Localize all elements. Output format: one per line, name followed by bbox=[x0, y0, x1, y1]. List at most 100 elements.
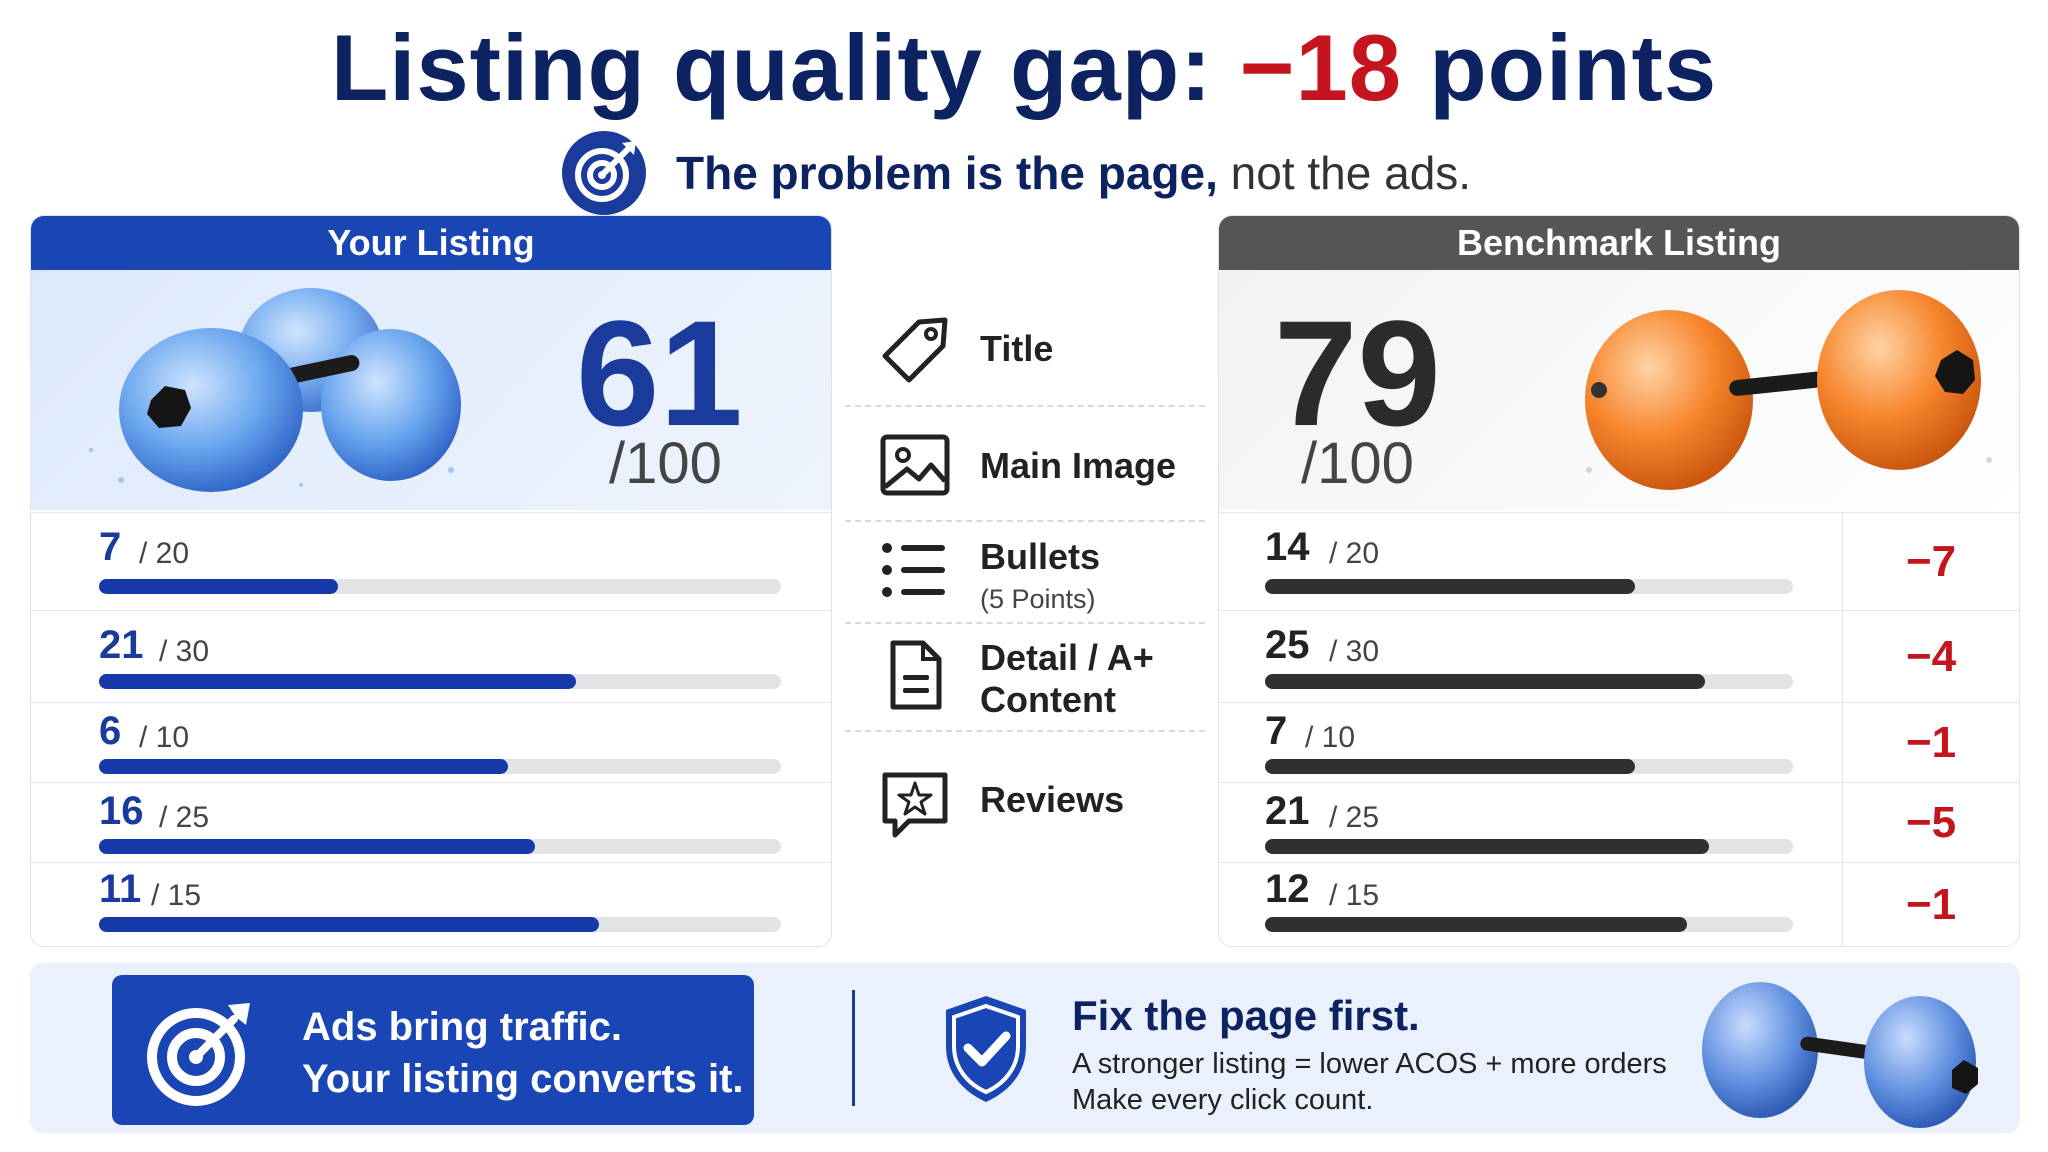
score-value: 6 bbox=[99, 709, 122, 753]
blue-dumbbell-image bbox=[89, 288, 461, 492]
category-label: Title bbox=[980, 328, 1054, 369]
category-note: (5 Points) bbox=[980, 584, 1096, 614]
score-bar-fill bbox=[99, 579, 338, 594]
score-bar-track bbox=[1265, 674, 1793, 689]
your-row-reviews: 11 / 15 bbox=[31, 862, 831, 946]
delta-value: −5 bbox=[1842, 783, 2019, 863]
score-bar-track bbox=[1265, 917, 1793, 932]
score-bar-track bbox=[99, 759, 781, 774]
fix-line-2: Make every click count. bbox=[1072, 1084, 1374, 1116]
score-value: 7 bbox=[1265, 709, 1288, 753]
score-max: / 15 bbox=[151, 879, 202, 912]
cta-text: Ads bring traffic. Your listing converts… bbox=[302, 1001, 744, 1105]
category-label: Main Image bbox=[980, 445, 1177, 486]
cta-line-1: Ads bring traffic. bbox=[302, 1005, 623, 1049]
divider bbox=[845, 622, 1205, 624]
tag-icon bbox=[882, 317, 948, 383]
page-title: Listing quality gap: −18 points bbox=[0, 14, 2048, 122]
score-max: / 30 bbox=[1329, 635, 1380, 668]
your-score-denominator: /100 bbox=[609, 431, 722, 496]
score-bar-fill bbox=[1265, 917, 1688, 932]
score-value: 12 bbox=[1265, 867, 1310, 911]
benchmark-row-detail: 21 / 25 −5 bbox=[1219, 782, 2019, 863]
delta-value: −1 bbox=[1842, 703, 2019, 783]
target-icon bbox=[562, 131, 646, 215]
score-value: 11 bbox=[99, 867, 142, 911]
subtitle-strong: The problem is the page, bbox=[676, 147, 1218, 199]
list-icon bbox=[882, 543, 945, 597]
orange-dumbbell-image bbox=[1585, 290, 1992, 490]
score-value: 21 bbox=[1265, 789, 1310, 833]
score-value: 21 bbox=[99, 623, 144, 667]
your-listing-hero: 61 /100 bbox=[31, 270, 831, 510]
title-prefix: Listing quality gap: bbox=[330, 15, 1213, 120]
score-bar-fill bbox=[1265, 674, 1705, 689]
your-row-detail: 16 / 25 bbox=[31, 782, 831, 863]
score-bar-fill bbox=[99, 674, 577, 689]
score-value: 14 bbox=[1265, 525, 1310, 569]
score-max: / 25 bbox=[1329, 801, 1380, 834]
your-score: 61 bbox=[576, 289, 743, 457]
divider bbox=[845, 405, 1205, 407]
divider bbox=[845, 730, 1205, 732]
shield-check-icon bbox=[946, 996, 1026, 1102]
delta-value: −4 bbox=[1842, 611, 2019, 703]
category-label: Bullets (5 Points) bbox=[980, 536, 1100, 620]
your-row-title: 7 / 20 bbox=[31, 512, 831, 611]
your-row-main-image: 21 / 30 bbox=[31, 610, 831, 703]
score-bar-track bbox=[99, 579, 781, 594]
footer-divider bbox=[852, 990, 855, 1106]
category-reviews: Reviews bbox=[845, 765, 1205, 845]
target-arrow-icon bbox=[147, 1003, 250, 1106]
benchmark-row-bullets: 7 / 10 −1 bbox=[1219, 702, 2019, 783]
score-bar-fill bbox=[99, 759, 509, 774]
cta-box: Ads bring traffic. Your listing converts… bbox=[112, 975, 754, 1125]
star-chat-icon bbox=[882, 772, 948, 838]
category-detail: Detail / A+ Content bbox=[845, 635, 1205, 730]
score-max: / 25 bbox=[159, 801, 210, 834]
score-max: / 10 bbox=[139, 721, 190, 754]
benchmark-row-main-image: 25 / 30 −4 bbox=[1219, 610, 2019, 703]
score-bar-fill bbox=[99, 917, 599, 932]
score-max: / 15 bbox=[1329, 879, 1380, 912]
fix-title: Fix the page first. bbox=[1072, 992, 1420, 1039]
score-bar-fill bbox=[1265, 759, 1635, 774]
score-bar-track bbox=[1265, 839, 1793, 854]
score-bar-fill bbox=[1265, 579, 1635, 594]
category-bullets: Bullets (5 Points) bbox=[845, 532, 1205, 622]
divider bbox=[845, 520, 1205, 522]
category-label-line1: Detail / A+ bbox=[980, 637, 1154, 678]
cta-line-2: Your listing converts it. bbox=[302, 1057, 744, 1101]
benchmark-listing-hero: 79 /100 bbox=[1219, 270, 2019, 510]
score-bar-fill bbox=[1265, 839, 1709, 854]
benchmark-score-denominator: /100 bbox=[1301, 431, 1414, 496]
benchmark-score: 79 bbox=[1274, 289, 1441, 457]
score-max: / 20 bbox=[139, 537, 190, 570]
title-gap-value: −18 bbox=[1239, 15, 1403, 120]
delta-value: −7 bbox=[1842, 513, 2019, 611]
subtitle: The problem is the page, not the ads. bbox=[560, 128, 1471, 218]
delta-value: −1 bbox=[1842, 863, 2019, 946]
category-label: Detail / A+ Content bbox=[980, 637, 1154, 721]
category-main-image: Main Image bbox=[845, 425, 1205, 505]
category-title: Title bbox=[845, 310, 1205, 390]
score-max: / 30 bbox=[159, 635, 210, 668]
document-icon bbox=[890, 640, 942, 710]
score-value: 25 bbox=[1265, 623, 1310, 667]
benchmark-listing-header: Benchmark Listing bbox=[1219, 216, 2019, 270]
category-label-text: Bullets bbox=[980, 536, 1101, 577]
category-label-line2: Content bbox=[980, 679, 1116, 720]
score-value: 7 bbox=[99, 525, 122, 569]
category-label: Reviews bbox=[980, 779, 1125, 820]
score-max: / 10 bbox=[1305, 721, 1356, 754]
your-row-bullets: 6 / 10 bbox=[31, 702, 831, 783]
title-suffix: points bbox=[1429, 15, 1718, 120]
score-bar-fill bbox=[99, 839, 536, 854]
benchmark-listing-panel: Benchmark Listing 79 /100 14 / 20 −7 2 bbox=[1218, 215, 2020, 947]
score-bar-track bbox=[99, 674, 781, 689]
benchmark-row-reviews: 12 / 15 −1 bbox=[1219, 862, 2019, 946]
score-bar-track bbox=[99, 917, 781, 932]
score-max: / 20 bbox=[1329, 537, 1380, 570]
subtitle-light: not the ads. bbox=[1230, 147, 1472, 199]
benchmark-row-title: 14 / 20 −7 bbox=[1219, 512, 2019, 611]
